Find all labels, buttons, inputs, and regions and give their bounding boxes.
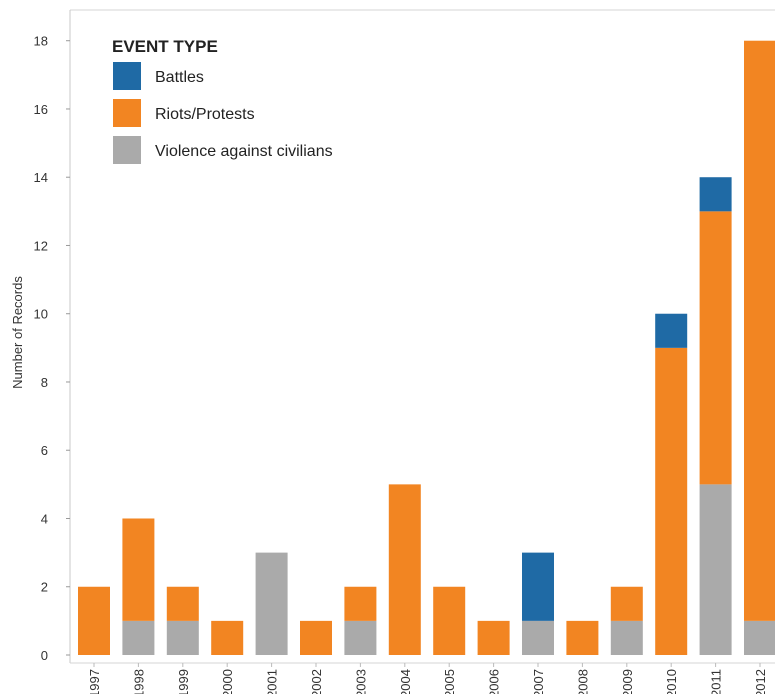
bar-riots-protests-2000[interactable] xyxy=(211,620,244,655)
bar-battles-2011[interactable] xyxy=(699,177,732,212)
x-tick-label-2006: 2006 xyxy=(487,669,502,694)
bar-riots-protests-1998[interactable] xyxy=(122,518,155,621)
bar-battles-2007[interactable] xyxy=(522,552,554,621)
x-tick-label-2003: 2003 xyxy=(353,669,368,694)
y-tick-label-18: 18 xyxy=(34,34,48,49)
bar-riots-protests-2011[interactable] xyxy=(699,211,732,485)
legend-swatch-riots-protests[interactable] xyxy=(113,99,141,127)
bar-violence-against-civilians-2001[interactable] xyxy=(255,552,288,655)
bar-violence-against-civilians-2012[interactable] xyxy=(744,620,775,655)
x-tick-label-2002: 2002 xyxy=(309,669,324,694)
bar-violence-against-civilians-2009[interactable] xyxy=(610,620,643,655)
bar-violence-against-civilians-2003[interactable] xyxy=(344,620,377,655)
bar-riots-protests-2005[interactable] xyxy=(433,586,466,655)
x-tick-label-1999: 1999 xyxy=(176,669,191,694)
x-tick-label-1998: 1998 xyxy=(131,669,146,694)
y-tick-label-16: 16 xyxy=(34,102,48,117)
y-axis-title: Number of Records xyxy=(10,276,25,389)
bar-violence-against-civilians-2007[interactable] xyxy=(522,620,554,655)
x-tick-label-2010: 2010 xyxy=(664,669,679,694)
x-tick-label-2004: 2004 xyxy=(398,669,413,694)
bar-riots-protests-2002[interactable] xyxy=(300,620,332,655)
legend-title: EVENT TYPE xyxy=(112,37,218,56)
y-tick-label-0: 0 xyxy=(41,648,48,663)
bar-riots-protests-1997[interactable] xyxy=(78,586,110,655)
bar-riots-protests-1999[interactable] xyxy=(166,586,199,621)
y-tick-label-4: 4 xyxy=(41,511,48,526)
bar-violence-against-civilians-2011[interactable] xyxy=(699,484,732,655)
x-tick-label-2001: 2001 xyxy=(265,669,280,694)
legend-label-violence-against-civilians[interactable]: Violence against civilians xyxy=(155,143,333,160)
bar-riots-protests-2008[interactable] xyxy=(566,620,599,655)
y-tick-label-10: 10 xyxy=(34,307,48,322)
y-tick-label-2: 2 xyxy=(41,580,48,595)
bar-riots-protests-2006[interactable] xyxy=(477,620,510,655)
x-tick-label-2007: 2007 xyxy=(531,669,546,694)
bar-violence-against-civilians-1998[interactable] xyxy=(122,620,155,655)
y-tick-label-8: 8 xyxy=(41,375,48,390)
bar-riots-protests-2009[interactable] xyxy=(610,586,643,621)
bar-riots-protests-2003[interactable] xyxy=(344,586,377,621)
y-tick-label-14: 14 xyxy=(34,170,48,185)
bar-violence-against-civilians-1999[interactable] xyxy=(166,620,199,655)
legend-swatch-violence-against-civilians[interactable] xyxy=(113,136,141,164)
legend-label-battles[interactable]: Battles xyxy=(155,69,204,86)
bar-riots-protests-2004[interactable] xyxy=(388,484,421,655)
legend-label-riots-protests[interactable]: Riots/Protests xyxy=(155,106,255,123)
x-tick-label-2011: 2011 xyxy=(709,669,724,694)
y-tick-label-12: 12 xyxy=(34,238,48,253)
x-tick-label-1997: 1997 xyxy=(87,669,102,694)
legend-swatch-battles[interactable] xyxy=(113,62,141,90)
x-tick-label-2012: 2012 xyxy=(753,669,768,694)
x-tick-label-2009: 2009 xyxy=(620,669,635,694)
y-tick-label-6: 6 xyxy=(41,443,48,458)
bar-riots-protests-2012[interactable] xyxy=(744,40,775,621)
x-tick-label-2008: 2008 xyxy=(575,669,590,694)
x-tick-label-2005: 2005 xyxy=(442,669,457,694)
bar-riots-protests-2010[interactable] xyxy=(655,347,688,655)
x-tick-label-2000: 2000 xyxy=(220,669,235,694)
bar-battles-2010[interactable] xyxy=(655,313,688,348)
